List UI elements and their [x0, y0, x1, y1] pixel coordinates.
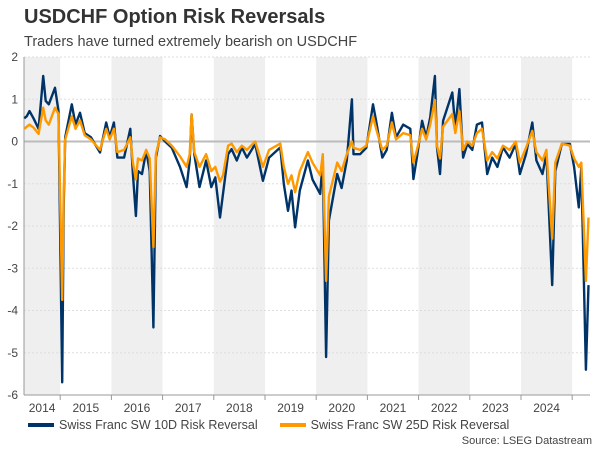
legend-swatch-10d: [28, 423, 54, 427]
x-tick-label: 2015: [72, 401, 99, 415]
legend-item-25d: Swiss Franc SW 25D Risk Reversal: [279, 418, 510, 432]
x-tick-label: 2022: [431, 401, 458, 415]
y-tick-label: -6: [7, 388, 18, 402]
x-tick-label: 2014: [29, 401, 56, 415]
x-tick-label: 2020: [328, 401, 355, 415]
y-tick-label: -2: [7, 219, 18, 233]
legend-item-10d: Swiss Franc SW 10D Risk Reversal: [28, 418, 258, 432]
legend: Swiss Franc SW 10D Risk Reversal Swiss F…: [28, 418, 509, 432]
y-tick-label: 1: [11, 92, 18, 106]
y-tick-label: -5: [7, 346, 18, 360]
x-tick-label: 2024: [533, 401, 560, 415]
y-tick-label: 0: [11, 135, 18, 149]
legend-label-25d: Swiss Franc SW 25D Risk Reversal: [310, 418, 510, 432]
x-tick-label: 2016: [124, 401, 151, 415]
chart-title: USDCHF Option Risk Reversals: [24, 6, 326, 28]
x-tick-label: 2023: [482, 401, 509, 415]
x-tick-label: 2017: [175, 401, 202, 415]
series-line-10d: [23, 74, 590, 384]
legend-swatch-25d: [279, 423, 306, 427]
y-tick-label: -4: [7, 304, 18, 318]
chart-subtitle: Traders have turned extremely bearish on…: [24, 34, 358, 50]
series-line-25d: [23, 98, 590, 302]
x-tick-label: 2019: [277, 401, 304, 415]
y-tick-label: -3: [7, 261, 18, 275]
x-tick-label: 2021: [380, 401, 407, 415]
y-tick-label: 2: [11, 50, 18, 64]
legend-label-10d: Swiss Franc SW 10D Risk Reversal: [59, 418, 258, 432]
y-tick-label: -1: [7, 177, 18, 191]
source-note: Source: LSEG Datastream: [461, 435, 592, 447]
x-tick-label: 2018: [226, 401, 253, 415]
